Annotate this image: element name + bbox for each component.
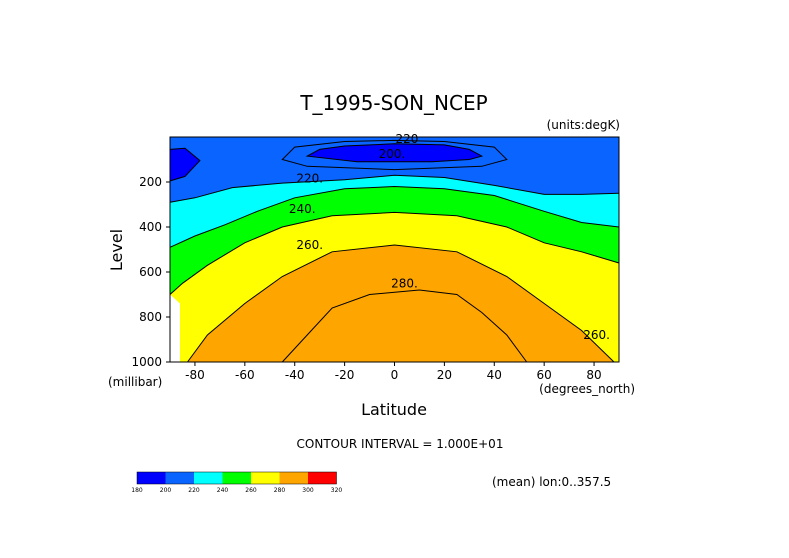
contour-label: 280. [391, 276, 418, 290]
colorbar-swatch [222, 472, 251, 484]
colorbar-label: 180 [131, 487, 143, 494]
chart-title: T_1995-SON_NCEP [299, 91, 487, 115]
x-tick-label: 0 [391, 368, 399, 382]
y-tick-label: 200 [139, 175, 162, 189]
x-tick-label: 40 [487, 368, 502, 382]
colorbar: 180 200 220 240 260 280 300 320 [131, 471, 343, 494]
colorbar-label: 300 [302, 487, 314, 494]
y-tick-label: 400 [139, 220, 162, 234]
fill-band-290-300 [282, 290, 527, 362]
x-axis: -80 -60 -40 -20 0 20 40 60 80 [185, 362, 602, 382]
missing-data-region [170, 294, 180, 362]
y-tick-label: 800 [139, 310, 162, 324]
contour-label: 240. [289, 202, 316, 216]
colorbar-swatch [279, 472, 308, 484]
y-tick-label: 1000 [131, 355, 162, 369]
contour-label: 260. [583, 328, 610, 342]
y-unit-label: (millibar) [108, 375, 162, 389]
contour-line-240 [169, 185, 620, 248]
contour-label: 200. [379, 147, 406, 161]
fill-core-south [170, 148, 200, 181]
x-tick-label: -60 [235, 368, 255, 382]
contour-label: 220 [396, 132, 419, 146]
x-tick-label: 80 [586, 368, 601, 382]
x-tick-label: -20 [335, 368, 355, 382]
x-unit-label: (degrees_north) [539, 382, 635, 396]
contour-line-290 [281, 289, 528, 363]
mean-text: (mean) lon:0..357.5 [492, 475, 611, 489]
colorbar-frame [136, 471, 337, 485]
x-tick-label: 60 [537, 368, 552, 382]
colorbar-label: 200 [160, 487, 172, 494]
y-tick-label: 600 [139, 265, 162, 279]
colorbar-swatch [194, 472, 223, 484]
units-label: (units:degK) [547, 118, 620, 132]
y-axis-label: Level [107, 229, 126, 271]
fill-core-tropical [307, 143, 482, 162]
contour-line-210-tropical [281, 139, 508, 171]
contour-label: 220. [296, 172, 323, 186]
colorbar-label: 240 [217, 487, 229, 494]
contour-line-260 [169, 211, 620, 295]
colorbar-swatch [137, 472, 166, 484]
contour-interval-text: CONTOUR INTERVAL = 1.000E+01 [297, 437, 504, 451]
colorbar-swatch [165, 472, 194, 484]
colorbar-swatch [251, 472, 280, 484]
colorbar-label: 260 [245, 487, 257, 494]
x-tick-label: -40 [285, 368, 305, 382]
contour-line-200-tropical [305, 143, 484, 163]
x-axis-label: Latitude [361, 400, 427, 419]
contour-line-220 [169, 174, 620, 203]
colorbar-label: 320 [331, 487, 343, 494]
colorbar-label: 280 [274, 487, 286, 494]
colorbar-label: 220 [188, 487, 200, 494]
contour-line-280 [187, 244, 615, 363]
colorbar-swatch [308, 472, 337, 484]
y-axis: 200 400 600 800 1000 [131, 175, 170, 369]
x-tick-label: 20 [437, 368, 452, 382]
x-tick-label: -80 [185, 368, 205, 382]
contour-label: 260. [296, 238, 323, 252]
